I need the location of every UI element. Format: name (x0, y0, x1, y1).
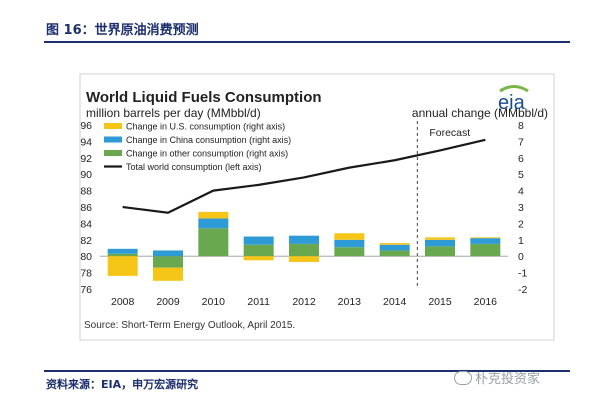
chart-footnote: Source: Short-Term Energy Outlook, April… (84, 320, 295, 331)
bar-segment (334, 239, 365, 248)
figure-header: 图 16：世界原油消费预测 (44, 15, 570, 43)
bar-segment (153, 256, 183, 268)
x-tick-label: 2010 (202, 296, 226, 308)
chart-panel (79, 73, 555, 341)
bar-segment (379, 250, 410, 257)
bar-segment (107, 253, 138, 257)
x-tick-label: 2008 (111, 296, 135, 308)
watermark-text: 朴克投资家 (475, 372, 541, 387)
figure-title: 图 16：世界原油消费预测 (46, 23, 199, 38)
right-tick-label: 6 (518, 153, 524, 165)
figure-source: 资料来源：EIA，申万宏源研究 (46, 378, 199, 391)
eia-logo: eia (494, 82, 534, 114)
left-tick-label: 84 (80, 218, 92, 230)
right-axis-label: annual change (MMbbl/d) (412, 106, 548, 120)
right-tick-label: 2 (518, 218, 524, 230)
bar-segment (425, 246, 455, 257)
bar-segment (470, 243, 501, 257)
bar-segment (289, 235, 319, 244)
right-tick-label: 5 (518, 169, 524, 181)
legend-swatch (104, 123, 122, 129)
left-tick-label: 90 (80, 169, 92, 181)
bar-segment (153, 250, 183, 257)
watermark: 朴克投资家 (454, 368, 540, 387)
left-tick-label: 76 (80, 284, 92, 296)
legend-label: Total world consumption (left axis) (126, 162, 262, 172)
left-tick-label: 80 (80, 251, 92, 263)
right-tick-label: 8 (518, 120, 524, 132)
legend-label: Change in U.S. consumption (right axis) (126, 122, 285, 132)
figure-footer: 资料来源：EIA，申万宏源研究 (44, 370, 570, 391)
bar-segment (470, 237, 501, 239)
left-tick-label: 96 (80, 120, 92, 132)
total-consumption-line (122, 138, 486, 214)
bar-segment (243, 236, 274, 245)
x-tick-label: 2016 (474, 296, 498, 308)
legend-label: Change in China consumption (right axis) (126, 135, 291, 145)
x-tick-label: 2012 (292, 296, 316, 308)
bar-segment (379, 243, 410, 245)
legend-swatch (104, 136, 122, 143)
right-tick-label: -1 (518, 268, 527, 280)
right-tick-label: 0 (518, 251, 524, 263)
bar-segment (198, 228, 229, 257)
left-tick-label: 92 (80, 153, 92, 165)
bar-segment (243, 244, 274, 257)
bar-segment (334, 233, 365, 240)
left-tick-label: 86 (80, 202, 92, 214)
right-tick-label: 4 (518, 186, 524, 198)
x-tick-label: 2013 (338, 296, 362, 308)
chart-title: World Liquid Fuels Consumption (86, 89, 322, 106)
right-tick-label: 1 (518, 235, 524, 247)
bar-segment (107, 256, 138, 276)
legend-swatch (104, 150, 122, 156)
bar-segment (425, 239, 455, 247)
wechat-icon (454, 370, 472, 385)
logo-text: eia (498, 92, 526, 114)
bar-segment (243, 256, 274, 261)
right-tick-label: -2 (518, 284, 527, 296)
bar-segment (289, 256, 319, 262)
x-tick-label: 2009 (156, 296, 180, 308)
bar-segment (379, 244, 410, 251)
bar-segment (334, 247, 365, 257)
logo-arc-icon (499, 85, 529, 93)
bar-segment (107, 248, 138, 254)
x-tick-label: 2015 (428, 296, 452, 308)
bar-segment (198, 211, 229, 219)
right-tick-label: 3 (518, 202, 524, 214)
bar-segment (425, 237, 455, 240)
left-tick-label: 78 (80, 268, 92, 280)
x-tick-label: 2014 (383, 296, 407, 308)
bar-segment (153, 267, 183, 281)
left-tick-label: 82 (80, 235, 92, 247)
legend-label: Change in other consumption (right axis) (126, 149, 288, 159)
bar-segment (198, 218, 229, 229)
left-axis-label: million barrels per day (MMbbl/d) (86, 106, 261, 120)
right-tick-label: 7 (518, 136, 524, 148)
bar-segment (289, 243, 319, 257)
left-tick-label: 94 (80, 136, 92, 148)
bar-segment (470, 238, 501, 244)
forecast-label: Forecast (429, 127, 470, 139)
x-tick-label: 2011 (247, 296, 270, 308)
left-tick-label: 88 (80, 186, 92, 198)
